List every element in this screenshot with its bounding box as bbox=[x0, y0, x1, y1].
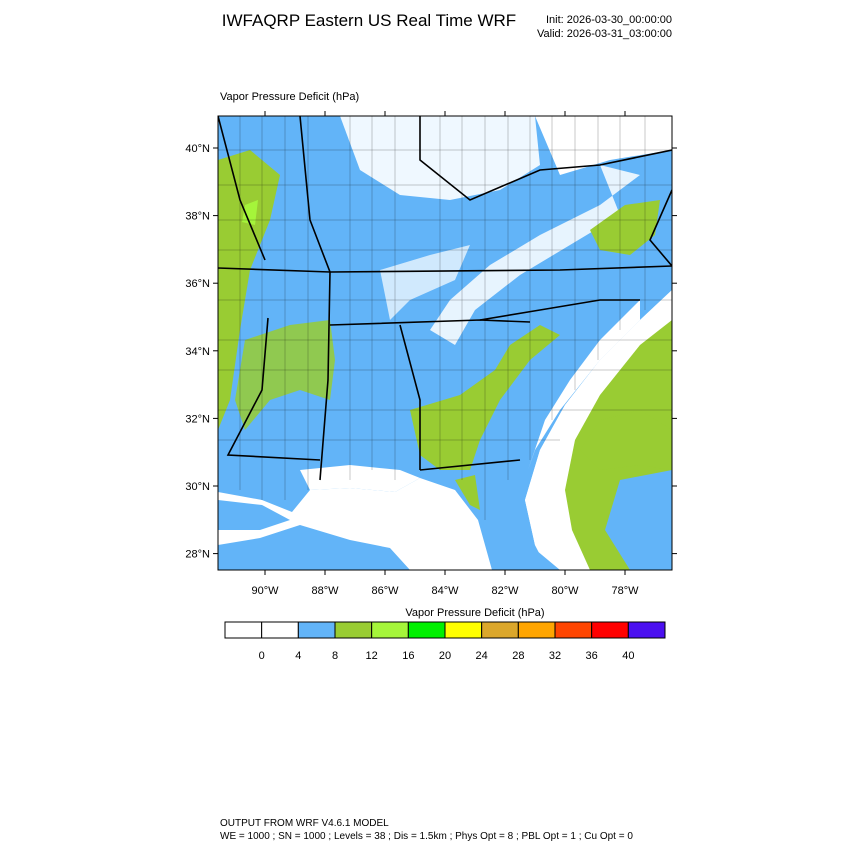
init-time: Init: 2026-03-30_00:00:00 bbox=[546, 14, 672, 26]
colorbar-title: Vapor Pressure Deficit (hPa) bbox=[405, 607, 544, 619]
lon-tick-label: 78°W bbox=[611, 585, 639, 597]
lat-tick-label: 30°N bbox=[185, 481, 210, 493]
colorbar-label: 20 bbox=[439, 650, 451, 662]
colorbar-label: 0 bbox=[259, 650, 265, 662]
colorbar-label: 24 bbox=[476, 650, 488, 662]
colorbar-label: 40 bbox=[622, 650, 634, 662]
footer-line: WE = 1000 ; SN = 1000 ; Levels = 38 ; Di… bbox=[220, 831, 633, 842]
title: IWFAQRP Eastern US Real Time WRF bbox=[222, 11, 516, 30]
lon-tick-label: 90°W bbox=[251, 585, 279, 597]
lon-tick-label: 86°W bbox=[371, 585, 399, 597]
lat-tick-label: 40°N bbox=[185, 143, 210, 155]
lon-tick-label: 88°W bbox=[311, 585, 339, 597]
map-field bbox=[218, 116, 672, 570]
valid-time: Valid: 2026-03-31_03:00:00 bbox=[537, 28, 672, 40]
colorbar-box bbox=[334, 621, 373, 639]
colorbar-label: 12 bbox=[366, 650, 378, 662]
colorbar-box bbox=[297, 621, 336, 639]
colorbar-box bbox=[261, 621, 299, 639]
colorbar-box bbox=[554, 621, 593, 639]
colorbar-label: 4 bbox=[295, 650, 301, 662]
colorbar-label: 36 bbox=[586, 650, 598, 662]
lat-tick-label: 34°N bbox=[185, 346, 210, 358]
colorbar-box bbox=[481, 621, 519, 639]
colorbar-box bbox=[224, 621, 263, 639]
field-label: Vapor Pressure Deficit (hPa) bbox=[220, 91, 359, 103]
colorbar-box bbox=[627, 621, 666, 639]
lon-tick-label: 82°W bbox=[491, 585, 519, 597]
colorbar-box bbox=[591, 621, 629, 639]
lon-tick-label: 84°W bbox=[431, 585, 459, 597]
lat-tick-label: 28°N bbox=[185, 549, 210, 561]
colorbar-box bbox=[444, 621, 483, 639]
colorbar-box bbox=[407, 621, 446, 639]
lat-tick-label: 38°N bbox=[185, 211, 210, 223]
lon-tick-label: 80°W bbox=[551, 585, 579, 597]
lat-tick-label: 32°N bbox=[185, 413, 210, 425]
colorbar-box bbox=[517, 621, 556, 639]
lat-tick-label: 36°N bbox=[185, 278, 210, 290]
colorbar-label: 8 bbox=[332, 650, 338, 662]
colorbar-label: 16 bbox=[402, 650, 414, 662]
footer-line: OUTPUT FROM WRF V4.6.1 MODEL bbox=[220, 818, 389, 829]
colorbar-label: 28 bbox=[512, 650, 524, 662]
colorbar-label: 32 bbox=[549, 650, 561, 662]
colorbar-box bbox=[371, 621, 409, 639]
